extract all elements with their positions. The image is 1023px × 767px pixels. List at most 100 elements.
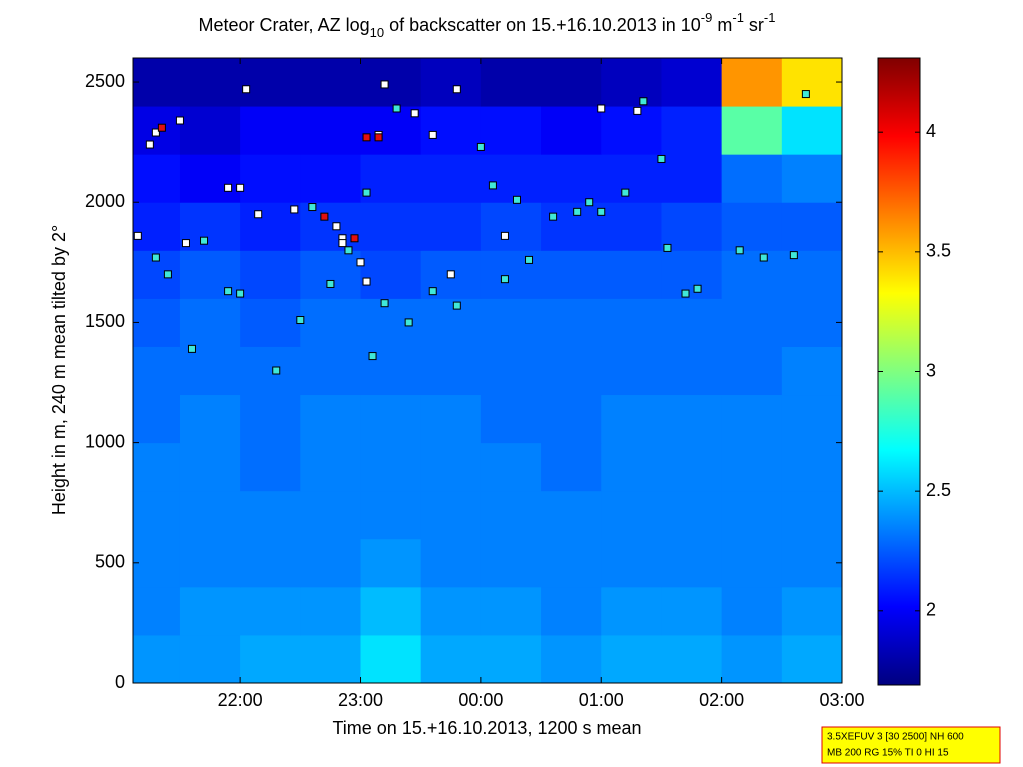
marker bbox=[290, 205, 299, 214]
heat-cell bbox=[420, 58, 482, 107]
heat-cell bbox=[480, 202, 542, 251]
title-part: sr bbox=[744, 15, 764, 35]
heat-cell bbox=[420, 202, 482, 251]
heat-cell bbox=[240, 250, 301, 299]
marker bbox=[272, 366, 281, 375]
y-tick-label: 2500 bbox=[85, 71, 125, 91]
heat-cell bbox=[661, 538, 723, 588]
heat-cell bbox=[781, 202, 842, 251]
heat-cell bbox=[781, 490, 842, 540]
marker bbox=[693, 284, 702, 293]
x-tick-label: 23:00 bbox=[338, 690, 383, 710]
marker bbox=[639, 97, 648, 106]
heat-cell bbox=[541, 154, 602, 203]
marker bbox=[446, 270, 455, 279]
marker bbox=[350, 234, 359, 243]
heat-cell bbox=[721, 202, 783, 251]
heat-cell bbox=[240, 538, 301, 588]
heat-cell bbox=[721, 538, 783, 588]
heat-cell bbox=[721, 634, 783, 683]
marker bbox=[633, 106, 642, 115]
heat-cell bbox=[601, 538, 662, 588]
marker bbox=[428, 130, 437, 139]
marker bbox=[801, 90, 810, 99]
heat-cell bbox=[601, 250, 662, 299]
heat-cell bbox=[781, 586, 842, 636]
heat-cell bbox=[420, 634, 482, 683]
heat-cell bbox=[541, 586, 602, 636]
heat-cell bbox=[420, 346, 482, 396]
heat-cell bbox=[601, 634, 662, 683]
heat-cell bbox=[721, 250, 783, 299]
heat-cell bbox=[133, 442, 181, 492]
x-tick-label: 01:00 bbox=[579, 690, 624, 710]
heat-cell bbox=[721, 394, 783, 444]
heat-cell bbox=[601, 586, 662, 636]
heat-cell bbox=[240, 442, 301, 492]
heat-cell bbox=[661, 58, 723, 107]
marker bbox=[175, 116, 184, 125]
marker bbox=[476, 142, 485, 151]
marker bbox=[585, 198, 594, 207]
marker bbox=[597, 207, 606, 216]
marker bbox=[344, 246, 353, 255]
heat-cell bbox=[179, 394, 241, 444]
heat-cell bbox=[480, 58, 542, 107]
heat-cell bbox=[661, 394, 723, 444]
heat-cell bbox=[300, 346, 362, 396]
marker bbox=[362, 277, 371, 286]
marker bbox=[254, 210, 263, 219]
y-tick-label: 2000 bbox=[85, 191, 125, 211]
heat-cell bbox=[661, 586, 723, 636]
marker bbox=[500, 275, 509, 284]
marker bbox=[380, 80, 389, 89]
heat-cell bbox=[601, 394, 662, 444]
heat-cell bbox=[480, 442, 542, 492]
heat-cell bbox=[661, 202, 723, 251]
heat-cell bbox=[133, 490, 181, 540]
marker bbox=[200, 236, 209, 245]
marker bbox=[308, 203, 317, 212]
plot-frame bbox=[132, 57, 843, 684]
heat-cell bbox=[240, 394, 301, 444]
x-axis-label: Time on 15.+16.10.2013, 1200 s mean bbox=[332, 718, 641, 738]
heat-cell bbox=[133, 346, 181, 396]
marker bbox=[368, 352, 377, 361]
heat-cell bbox=[240, 490, 301, 540]
marker bbox=[428, 287, 437, 296]
marker bbox=[759, 253, 768, 262]
marker bbox=[621, 188, 630, 197]
heat-cell bbox=[661, 250, 723, 299]
marker bbox=[362, 133, 371, 142]
heat-cell bbox=[721, 346, 783, 396]
heat-cell bbox=[721, 298, 783, 347]
heat-cell bbox=[721, 58, 783, 107]
heat-cell bbox=[480, 298, 542, 347]
heat-cell bbox=[133, 298, 181, 347]
heat-cell bbox=[601, 298, 662, 347]
colorbar-tick-label: 2 bbox=[926, 600, 936, 620]
heat-cell bbox=[133, 154, 181, 203]
title-part: Meteor Crater, AZ log bbox=[199, 15, 370, 35]
heat-cell bbox=[133, 58, 181, 107]
heat-cell bbox=[781, 634, 842, 683]
heat-cell bbox=[420, 538, 482, 588]
heat-cell bbox=[781, 58, 842, 107]
heat-cell bbox=[300, 154, 362, 203]
marker bbox=[681, 289, 690, 298]
heat-cell bbox=[300, 250, 362, 299]
heat-cell bbox=[601, 58, 662, 107]
heat-cell bbox=[179, 58, 241, 107]
marker bbox=[181, 239, 190, 248]
heat-cell bbox=[480, 106, 542, 155]
heat-cell bbox=[179, 442, 241, 492]
heat-cell bbox=[601, 346, 662, 396]
heat-cell bbox=[360, 58, 422, 107]
info-box bbox=[821, 726, 1001, 764]
heat-cell bbox=[541, 538, 602, 588]
marker bbox=[789, 251, 798, 260]
marker bbox=[404, 318, 413, 327]
heat-cell bbox=[661, 442, 723, 492]
heat-cell bbox=[360, 490, 422, 540]
chart-title: Meteor Crater, AZ log10 of backscatter o… bbox=[199, 10, 776, 40]
